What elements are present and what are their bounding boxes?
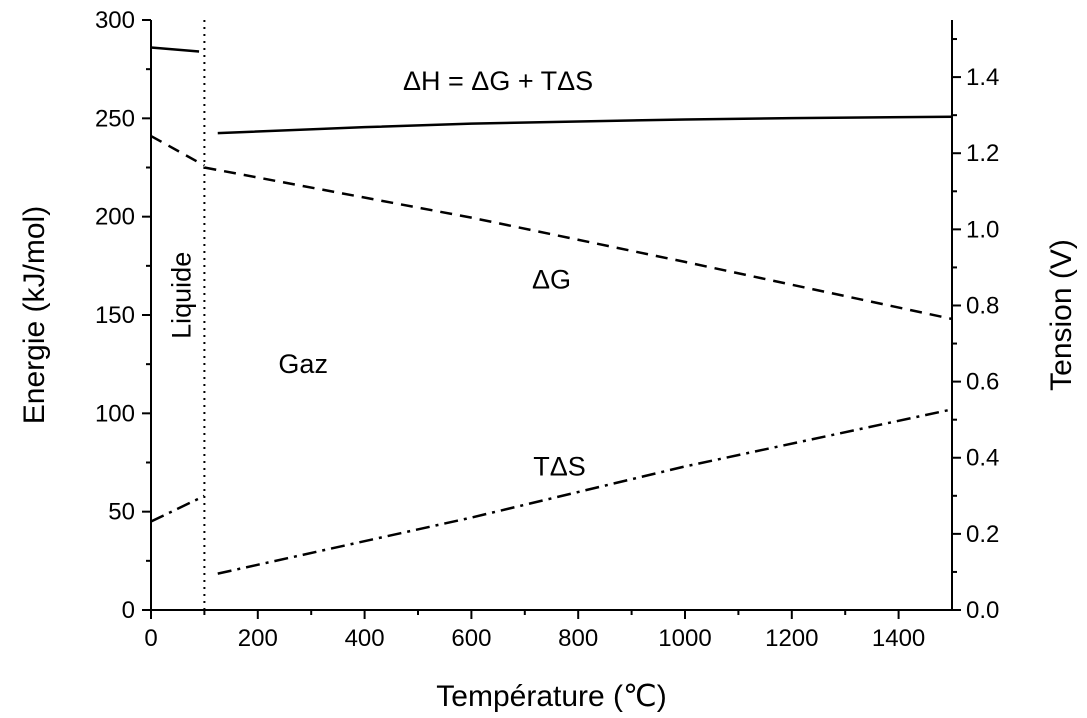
y-tick-label: 50 <box>108 499 135 526</box>
x-tick-label: 200 <box>238 625 278 652</box>
labels: Température (℃) Energie (kJ/mol) Tension… <box>18 66 1078 713</box>
series-TdS-liquid <box>150 494 205 523</box>
y2-tick-label: 0.8 <box>966 292 999 319</box>
x-tick-label: 1200 <box>765 625 818 652</box>
y2-tick-label: 0.2 <box>966 521 999 548</box>
annotation-t-delta-s: TΔS <box>533 451 586 481</box>
annotation-enthalpy-equation: ΔH = ΔG + TΔS <box>403 66 593 96</box>
annotation-liquid-phase: Liquide <box>166 252 196 339</box>
plot-area <box>150 20 953 610</box>
y2-tick-label: 1.2 <box>966 140 999 167</box>
x-tick-label: 1000 <box>658 625 711 652</box>
axes: 0 200 400 600 800 1000 1200 1400 0 50 100 150 200 250… <box>95 7 999 652</box>
y-axis-title: Energie (kJ/mol) <box>18 206 51 424</box>
y-tick-label: 100 <box>95 400 135 427</box>
annotation-gas-phase: Gaz <box>278 349 328 379</box>
series-dH-liquid <box>150 46 200 53</box>
y2-tick-label: 0.0 <box>966 597 999 624</box>
y2-tick-label: 1.0 <box>966 216 999 243</box>
y-tick-label: 150 <box>95 302 135 329</box>
series-dH-gas <box>217 115 953 135</box>
x-tick-label: 800 <box>558 625 598 652</box>
y2-tick-label: 0.4 <box>966 445 999 472</box>
y-tick-label: 250 <box>95 105 135 132</box>
series-TdS-gas <box>217 408 953 575</box>
y-tick-label: 300 <box>95 7 135 34</box>
y2-axis-title: Tension (V) <box>1045 239 1078 391</box>
y-tick-label: 0 <box>122 597 135 624</box>
series-dG-gas <box>204 166 953 321</box>
annotation-delta-g: ΔG <box>532 265 571 295</box>
x-axis-title: Température (℃) <box>436 680 666 713</box>
y2-tick-label: 1.4 <box>966 64 999 91</box>
x-tick-label: 0 <box>144 625 157 652</box>
series-dG-liquid <box>150 134 206 167</box>
y2-tick-label: 0.6 <box>966 369 999 396</box>
x-tick-label: 600 <box>451 625 491 652</box>
x-tick-label: 1400 <box>872 625 925 652</box>
x-tick-label: 400 <box>345 625 385 652</box>
y-tick-label: 200 <box>95 204 135 231</box>
